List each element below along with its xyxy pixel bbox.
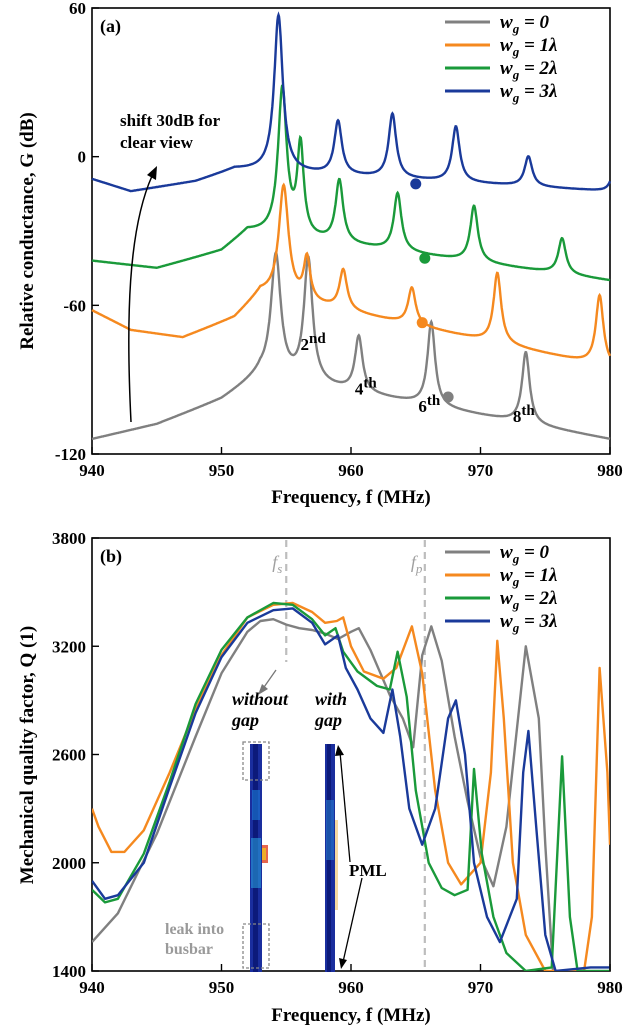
ticks-b: 940 950 960 970 980 1400 2000 2600 3200 3800	[52, 529, 623, 997]
shift-arrow	[128, 175, 153, 423]
x-tick-label-a-980: 980	[597, 461, 623, 480]
annotation-leak: leak into busbar	[165, 921, 224, 958]
marker-a-2	[419, 252, 431, 264]
x-tick-label-b-960: 960	[338, 978, 364, 997]
pml-arrows	[335, 745, 363, 969]
without-gap-arrow	[258, 669, 277, 695]
resonance-lines-b: fs fp	[272, 540, 426, 971]
legend-label-a-1: wg = 1λ	[500, 35, 557, 59]
legend-label-b-0: wg = 0	[500, 542, 550, 566]
panel-a: 940 950 960 970 980 -120 -60 0 60 (a) Frequency,…	[17, 0, 623, 508]
y-tick-label-b-3200: 3200	[52, 637, 86, 656]
x-tick-label-a-940: 940	[79, 461, 105, 480]
y-tick-label-a-60: 60	[69, 0, 86, 18]
legend-label-a-0: wg = 0	[500, 12, 550, 36]
panel-b: fs fp 940 950 960 970 980 1400 2000 2600 3200 3800…	[17, 529, 623, 1026]
series-b-3	[92, 607, 610, 971]
legend-label-b-3: wg = 3λ	[500, 611, 557, 635]
legend-label-b-2: wg = 2λ	[500, 588, 557, 612]
y-tick-label-b-3800: 3800	[52, 529, 86, 548]
y-axis-label-b: Mechanical quality factor, Q (1)	[17, 626, 38, 884]
y-tick-label-b-1400: 1400	[52, 962, 86, 981]
ticks-a: 940 950 960 970 980 -120 -60 0 60	[55, 0, 623, 480]
panel-label-a: (a)	[100, 16, 121, 37]
x-tick-label-b-950: 950	[209, 978, 235, 997]
series-b-0	[92, 618, 555, 971]
x-tick-label-a-970: 970	[468, 461, 494, 480]
x-tick-label-b-940: 940	[79, 978, 105, 997]
y-tick-label-a--60: -60	[63, 296, 86, 315]
legend-label-a-2: wg = 2λ	[500, 58, 557, 82]
annotation-without-gap: without gap	[231, 689, 289, 730]
leak-line1: leak into	[165, 921, 224, 938]
inset-without-gap	[242, 741, 270, 972]
legend-label-a-3: wg = 3λ	[500, 81, 557, 105]
panel-label-b: (b)	[100, 546, 122, 567]
with-gap-line1: with	[315, 689, 347, 709]
mode-labels-a: 2nd 4th 6th 8th	[300, 331, 535, 426]
x-axis-label-a: Frequency, f (MHz)	[271, 487, 431, 508]
x-tick-label-a-960: 960	[338, 461, 364, 480]
mode-label-1: 4th	[355, 376, 377, 399]
series-a-1	[91, 182, 612, 359]
shift-annotation-line1: shift 30dB for	[120, 111, 221, 130]
vline-label-b-1: fp	[411, 552, 423, 576]
mode-label-0: 2nd	[300, 331, 326, 354]
series-group-a	[91, 11, 612, 441]
pml-label: PML	[349, 861, 387, 880]
vline-label-b-0: fs	[272, 552, 282, 576]
marker-a-0	[442, 391, 454, 403]
mode-label-2: 6th	[418, 393, 440, 416]
series-b-2	[92, 601, 610, 971]
y-tick-label-b-2000: 2000	[52, 854, 86, 873]
shift-arrow-head	[147, 166, 157, 180]
leak-line2: busbar	[165, 941, 213, 958]
inset-with-gap	[325, 744, 338, 972]
series-a-0	[91, 250, 611, 441]
with-gap-line2: gap	[314, 710, 342, 730]
x-tick-label-b-980: 980	[597, 978, 623, 997]
y-tick-label-a-0: 0	[78, 148, 87, 167]
marker-a-1	[416, 317, 428, 329]
y-tick-label-a--120: -120	[55, 445, 86, 464]
annotation-with-gap: with gap	[314, 689, 347, 730]
series-group-b	[92, 601, 610, 971]
marker-a-3	[410, 178, 422, 190]
legend-label-b-1: wg = 1λ	[500, 565, 557, 589]
series-a-2	[91, 83, 611, 282]
y-tick-label-b-2600: 2600	[52, 746, 86, 765]
series-a-3	[91, 11, 612, 193]
without-gap-line1: without	[232, 689, 289, 709]
x-tick-label-a-950: 950	[209, 461, 235, 480]
mode-label-3: 8th	[513, 403, 535, 426]
shift-annotation-line2: clear view	[120, 133, 194, 152]
shift-annotation: shift 30dB for clear view	[120, 111, 224, 152]
y-axis-label-a: Relative conductance, G (dB)	[17, 112, 38, 349]
x-axis-label-b: Frequency, f (MHz)	[271, 1005, 431, 1026]
without-gap-line2: gap	[231, 710, 259, 730]
x-tick-label-b-970: 970	[468, 978, 494, 997]
